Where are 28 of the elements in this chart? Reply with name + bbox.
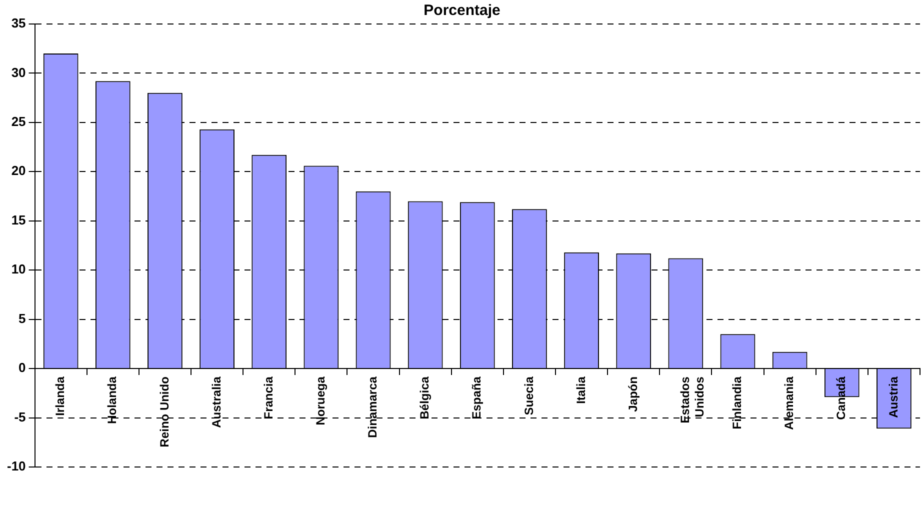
x-tick-label: Estados Unidos: [678, 376, 706, 424]
x-tick-label: Finlandia: [730, 376, 744, 430]
x-tick-label: Reino Unido: [157, 376, 172, 448]
x-tick-label: Canadá: [834, 376, 848, 420]
y-tick-label: -5: [14, 409, 26, 424]
y-tick-label: 30: [11, 64, 26, 80]
x-tick-label: Noruega: [313, 376, 328, 426]
y-tick-label: 15: [11, 212, 26, 228]
x-tick-label: Alemania: [782, 376, 796, 430]
x-tick-label: Austria: [886, 376, 900, 418]
y-tick-label: 0: [18, 360, 26, 376]
x-tick-label: España: [470, 376, 484, 420]
y-tick-label: 25: [11, 114, 26, 130]
x-tick-label: Suecia: [522, 376, 536, 416]
chart-title: Porcentaje: [424, 2, 500, 20]
y-tick-label: 35: [11, 16, 26, 31]
x-tick-label: Holanda: [105, 376, 120, 424]
x-tick-label: Francia: [261, 376, 276, 420]
y-tick-label: -10: [6, 458, 26, 474]
x-tick-label: Irlanda: [53, 376, 68, 416]
x-tick-label: Japón: [626, 376, 640, 412]
x-tick-label: Dinamarca: [366, 376, 380, 438]
x-tick-label: Australia: [209, 376, 224, 428]
y-tick-label: 10: [11, 262, 26, 277]
x-tick-label: Bélgica: [418, 376, 432, 420]
x-tick-label: Italia: [574, 376, 588, 404]
y-tick-label: 5: [18, 310, 26, 326]
y-tick-label: 20: [11, 163, 26, 178]
